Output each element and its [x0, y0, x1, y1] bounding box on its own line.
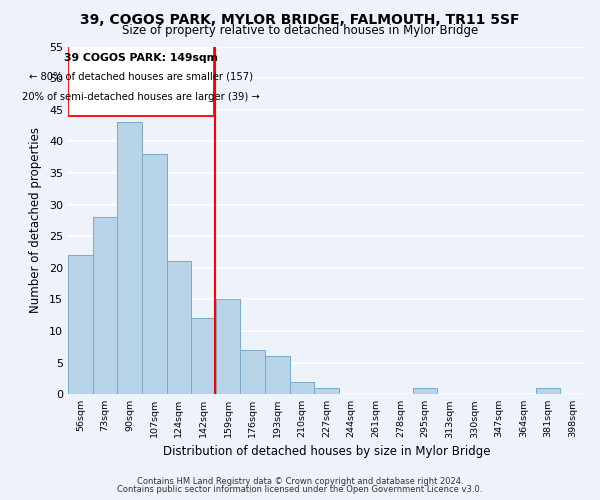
Bar [118, 122, 142, 394]
Text: Size of property relative to detached houses in Mylor Bridge: Size of property relative to detached ho… [122, 24, 478, 37]
Bar [265, 356, 290, 394]
Bar [68, 40, 214, 116]
Text: Contains HM Land Registry data © Crown copyright and database right 2024.: Contains HM Land Registry data © Crown c… [137, 477, 463, 486]
Bar [68, 255, 93, 394]
Text: 20% of semi-detached houses are larger (39) →: 20% of semi-detached houses are larger (… [22, 92, 260, 102]
Text: ← 80% of detached houses are smaller (157): ← 80% of detached houses are smaller (15… [29, 72, 253, 82]
Text: 39, COGOS PARK, MYLOR BRIDGE, FALMOUTH, TR11 5SF: 39, COGOS PARK, MYLOR BRIDGE, FALMOUTH, … [80, 12, 520, 26]
Bar [290, 382, 314, 394]
Bar [536, 388, 560, 394]
Bar [142, 154, 167, 394]
Bar [93, 217, 118, 394]
Bar [314, 388, 339, 394]
Bar [191, 318, 216, 394]
X-axis label: Distribution of detached houses by size in Mylor Bridge: Distribution of detached houses by size … [163, 444, 490, 458]
Y-axis label: Number of detached properties: Number of detached properties [29, 128, 42, 314]
Bar [167, 262, 191, 394]
Bar [241, 350, 265, 394]
Bar [413, 388, 437, 394]
Text: 39 COGOS PARK: 149sqm: 39 COGOS PARK: 149sqm [64, 53, 218, 63]
Text: Contains public sector information licensed under the Open Government Licence v3: Contains public sector information licen… [118, 485, 482, 494]
Bar [216, 300, 241, 394]
